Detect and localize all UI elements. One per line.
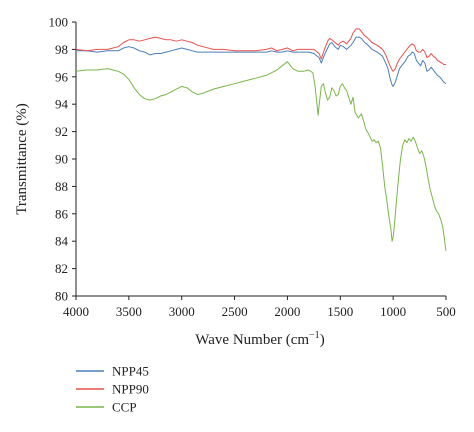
y-tick-label: 98 — [55, 42, 68, 57]
y-tick-label: 84 — [55, 234, 69, 249]
x-tick-label: 500 — [436, 304, 456, 319]
x-tick-label: 1000 — [380, 304, 406, 319]
x-tick-label: 2000 — [274, 304, 300, 319]
y-tick-label: 80 — [55, 289, 68, 304]
y-tick-label: 86 — [55, 206, 69, 221]
y-tick-label: 100 — [49, 15, 69, 30]
x-axis-title: Wave Number (cm−1) — [195, 330, 324, 348]
series-line-npp90 — [75, 28, 446, 72]
y-axis-ticks: 80 82 84 86 88 90 92 94 96 98 100 — [49, 15, 76, 304]
series-line-ccp — [75, 61, 447, 251]
series-lines — [75, 28, 447, 251]
x-axis-title-suffix: ) — [320, 332, 325, 348]
x-axis-ticks: 4000 3500 3000 2500 2000 1500 1000 500 — [63, 296, 456, 319]
x-axis-title-superscript: −1 — [309, 330, 320, 341]
y-tick-label: 88 — [55, 179, 68, 194]
series-line-npp45 — [76, 36, 447, 87]
x-axis-title-main: Wave Number (cm — [195, 332, 309, 348]
x-tick-label: 2500 — [222, 304, 248, 319]
x-tick-label: 1500 — [327, 304, 353, 319]
legend-label-npp90: NPP90 — [112, 382, 149, 397]
x-tick-label: 3500 — [116, 304, 142, 319]
y-tick-label: 82 — [55, 261, 68, 276]
legend: NPP45 NPP90 CCP — [76, 364, 149, 415]
legend-label-npp45: NPP45 — [112, 364, 149, 379]
y-axis-title: Transmittance (%) — [14, 103, 30, 215]
plot-area: 80 82 84 86 88 90 92 94 96 98 100 4000 3500 3000 2500… — [49, 15, 456, 320]
y-tick-label: 90 — [55, 152, 68, 167]
x-tick-label: 4000 — [63, 304, 89, 319]
x-tick-label: 3000 — [169, 304, 195, 319]
y-tick-label: 94 — [55, 97, 69, 112]
y-tick-label: 92 — [55, 124, 68, 139]
legend-label-ccp: CCP — [112, 400, 137, 415]
y-tick-label: 96 — [55, 69, 69, 84]
